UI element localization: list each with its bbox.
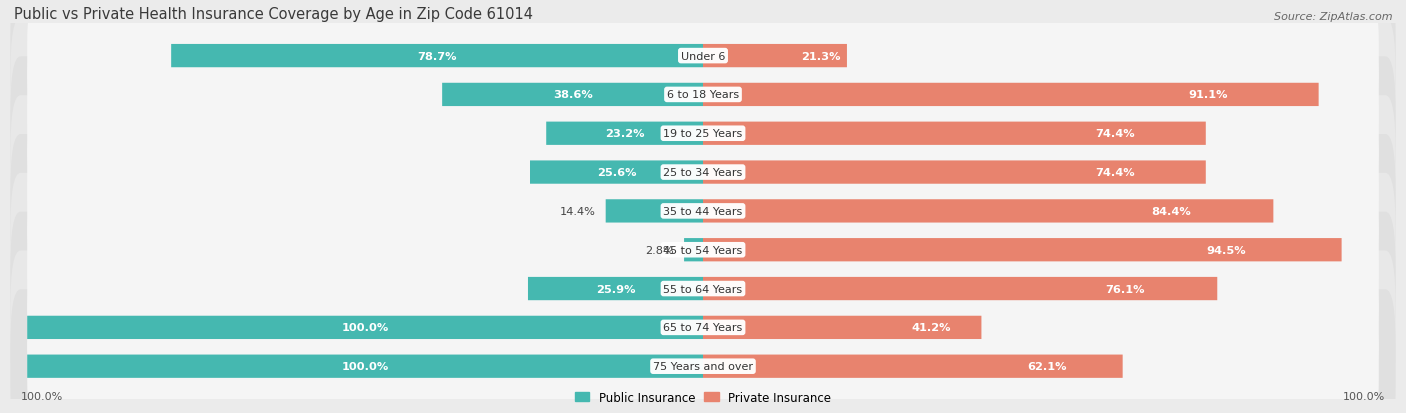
Text: 100.0%: 100.0% <box>21 392 63 401</box>
Text: 62.1%: 62.1% <box>1028 361 1067 371</box>
Text: 41.2%: 41.2% <box>911 323 950 332</box>
FancyBboxPatch shape <box>10 19 1396 172</box>
FancyBboxPatch shape <box>703 355 1122 378</box>
FancyBboxPatch shape <box>10 96 1396 249</box>
FancyBboxPatch shape <box>27 314 1379 413</box>
FancyBboxPatch shape <box>27 43 1379 147</box>
Text: 100.0%: 100.0% <box>1343 392 1385 401</box>
Text: 74.4%: 74.4% <box>1095 129 1135 139</box>
FancyBboxPatch shape <box>606 200 703 223</box>
Text: 91.1%: 91.1% <box>1188 90 1227 100</box>
Text: 75 Years and over: 75 Years and over <box>652 361 754 371</box>
FancyBboxPatch shape <box>530 161 703 184</box>
FancyBboxPatch shape <box>27 159 1379 264</box>
FancyBboxPatch shape <box>172 45 703 68</box>
FancyBboxPatch shape <box>703 316 981 339</box>
Text: 25 to 34 Years: 25 to 34 Years <box>664 168 742 178</box>
Text: 2.8%: 2.8% <box>645 245 673 255</box>
Text: 74.4%: 74.4% <box>1095 168 1135 178</box>
Text: 84.4%: 84.4% <box>1152 206 1191 216</box>
FancyBboxPatch shape <box>441 83 703 107</box>
Text: 55 to 64 Years: 55 to 64 Years <box>664 284 742 294</box>
FancyBboxPatch shape <box>703 161 1206 184</box>
FancyBboxPatch shape <box>27 355 703 378</box>
FancyBboxPatch shape <box>27 198 1379 303</box>
FancyBboxPatch shape <box>703 200 1274 223</box>
Text: 100.0%: 100.0% <box>342 361 388 371</box>
FancyBboxPatch shape <box>10 251 1396 404</box>
FancyBboxPatch shape <box>27 120 1379 225</box>
FancyBboxPatch shape <box>27 81 1379 186</box>
Legend: Public Insurance, Private Insurance: Public Insurance, Private Insurance <box>571 386 835 408</box>
FancyBboxPatch shape <box>10 173 1396 327</box>
Text: 21.3%: 21.3% <box>801 52 841 62</box>
FancyBboxPatch shape <box>27 236 1379 341</box>
FancyBboxPatch shape <box>10 135 1396 288</box>
Text: 76.1%: 76.1% <box>1105 284 1144 294</box>
FancyBboxPatch shape <box>10 0 1396 133</box>
FancyBboxPatch shape <box>27 275 1379 380</box>
Text: 94.5%: 94.5% <box>1206 245 1247 255</box>
FancyBboxPatch shape <box>703 122 1206 145</box>
Text: 100.0%: 100.0% <box>342 323 388 332</box>
Text: 35 to 44 Years: 35 to 44 Years <box>664 206 742 216</box>
FancyBboxPatch shape <box>703 83 1319 107</box>
Text: 38.6%: 38.6% <box>553 90 592 100</box>
FancyBboxPatch shape <box>703 238 1341 262</box>
Text: 65 to 74 Years: 65 to 74 Years <box>664 323 742 332</box>
Text: 6 to 18 Years: 6 to 18 Years <box>666 90 740 100</box>
FancyBboxPatch shape <box>27 316 703 339</box>
Text: Under 6: Under 6 <box>681 52 725 62</box>
Text: 25.6%: 25.6% <box>596 168 637 178</box>
Text: 25.9%: 25.9% <box>596 284 636 294</box>
FancyBboxPatch shape <box>27 4 1379 109</box>
Text: 23.2%: 23.2% <box>605 129 644 139</box>
Text: 19 to 25 Years: 19 to 25 Years <box>664 129 742 139</box>
FancyBboxPatch shape <box>529 277 703 301</box>
Text: 78.7%: 78.7% <box>418 52 457 62</box>
FancyBboxPatch shape <box>703 277 1218 301</box>
FancyBboxPatch shape <box>10 57 1396 211</box>
FancyBboxPatch shape <box>685 238 703 262</box>
FancyBboxPatch shape <box>703 45 846 68</box>
Text: 14.4%: 14.4% <box>560 206 596 216</box>
Text: 45 to 54 Years: 45 to 54 Years <box>664 245 742 255</box>
FancyBboxPatch shape <box>10 290 1396 413</box>
Text: Public vs Private Health Insurance Coverage by Age in Zip Code 61014: Public vs Private Health Insurance Cover… <box>14 7 533 21</box>
FancyBboxPatch shape <box>546 122 703 145</box>
Text: Source: ZipAtlas.com: Source: ZipAtlas.com <box>1274 12 1392 21</box>
FancyBboxPatch shape <box>10 212 1396 366</box>
